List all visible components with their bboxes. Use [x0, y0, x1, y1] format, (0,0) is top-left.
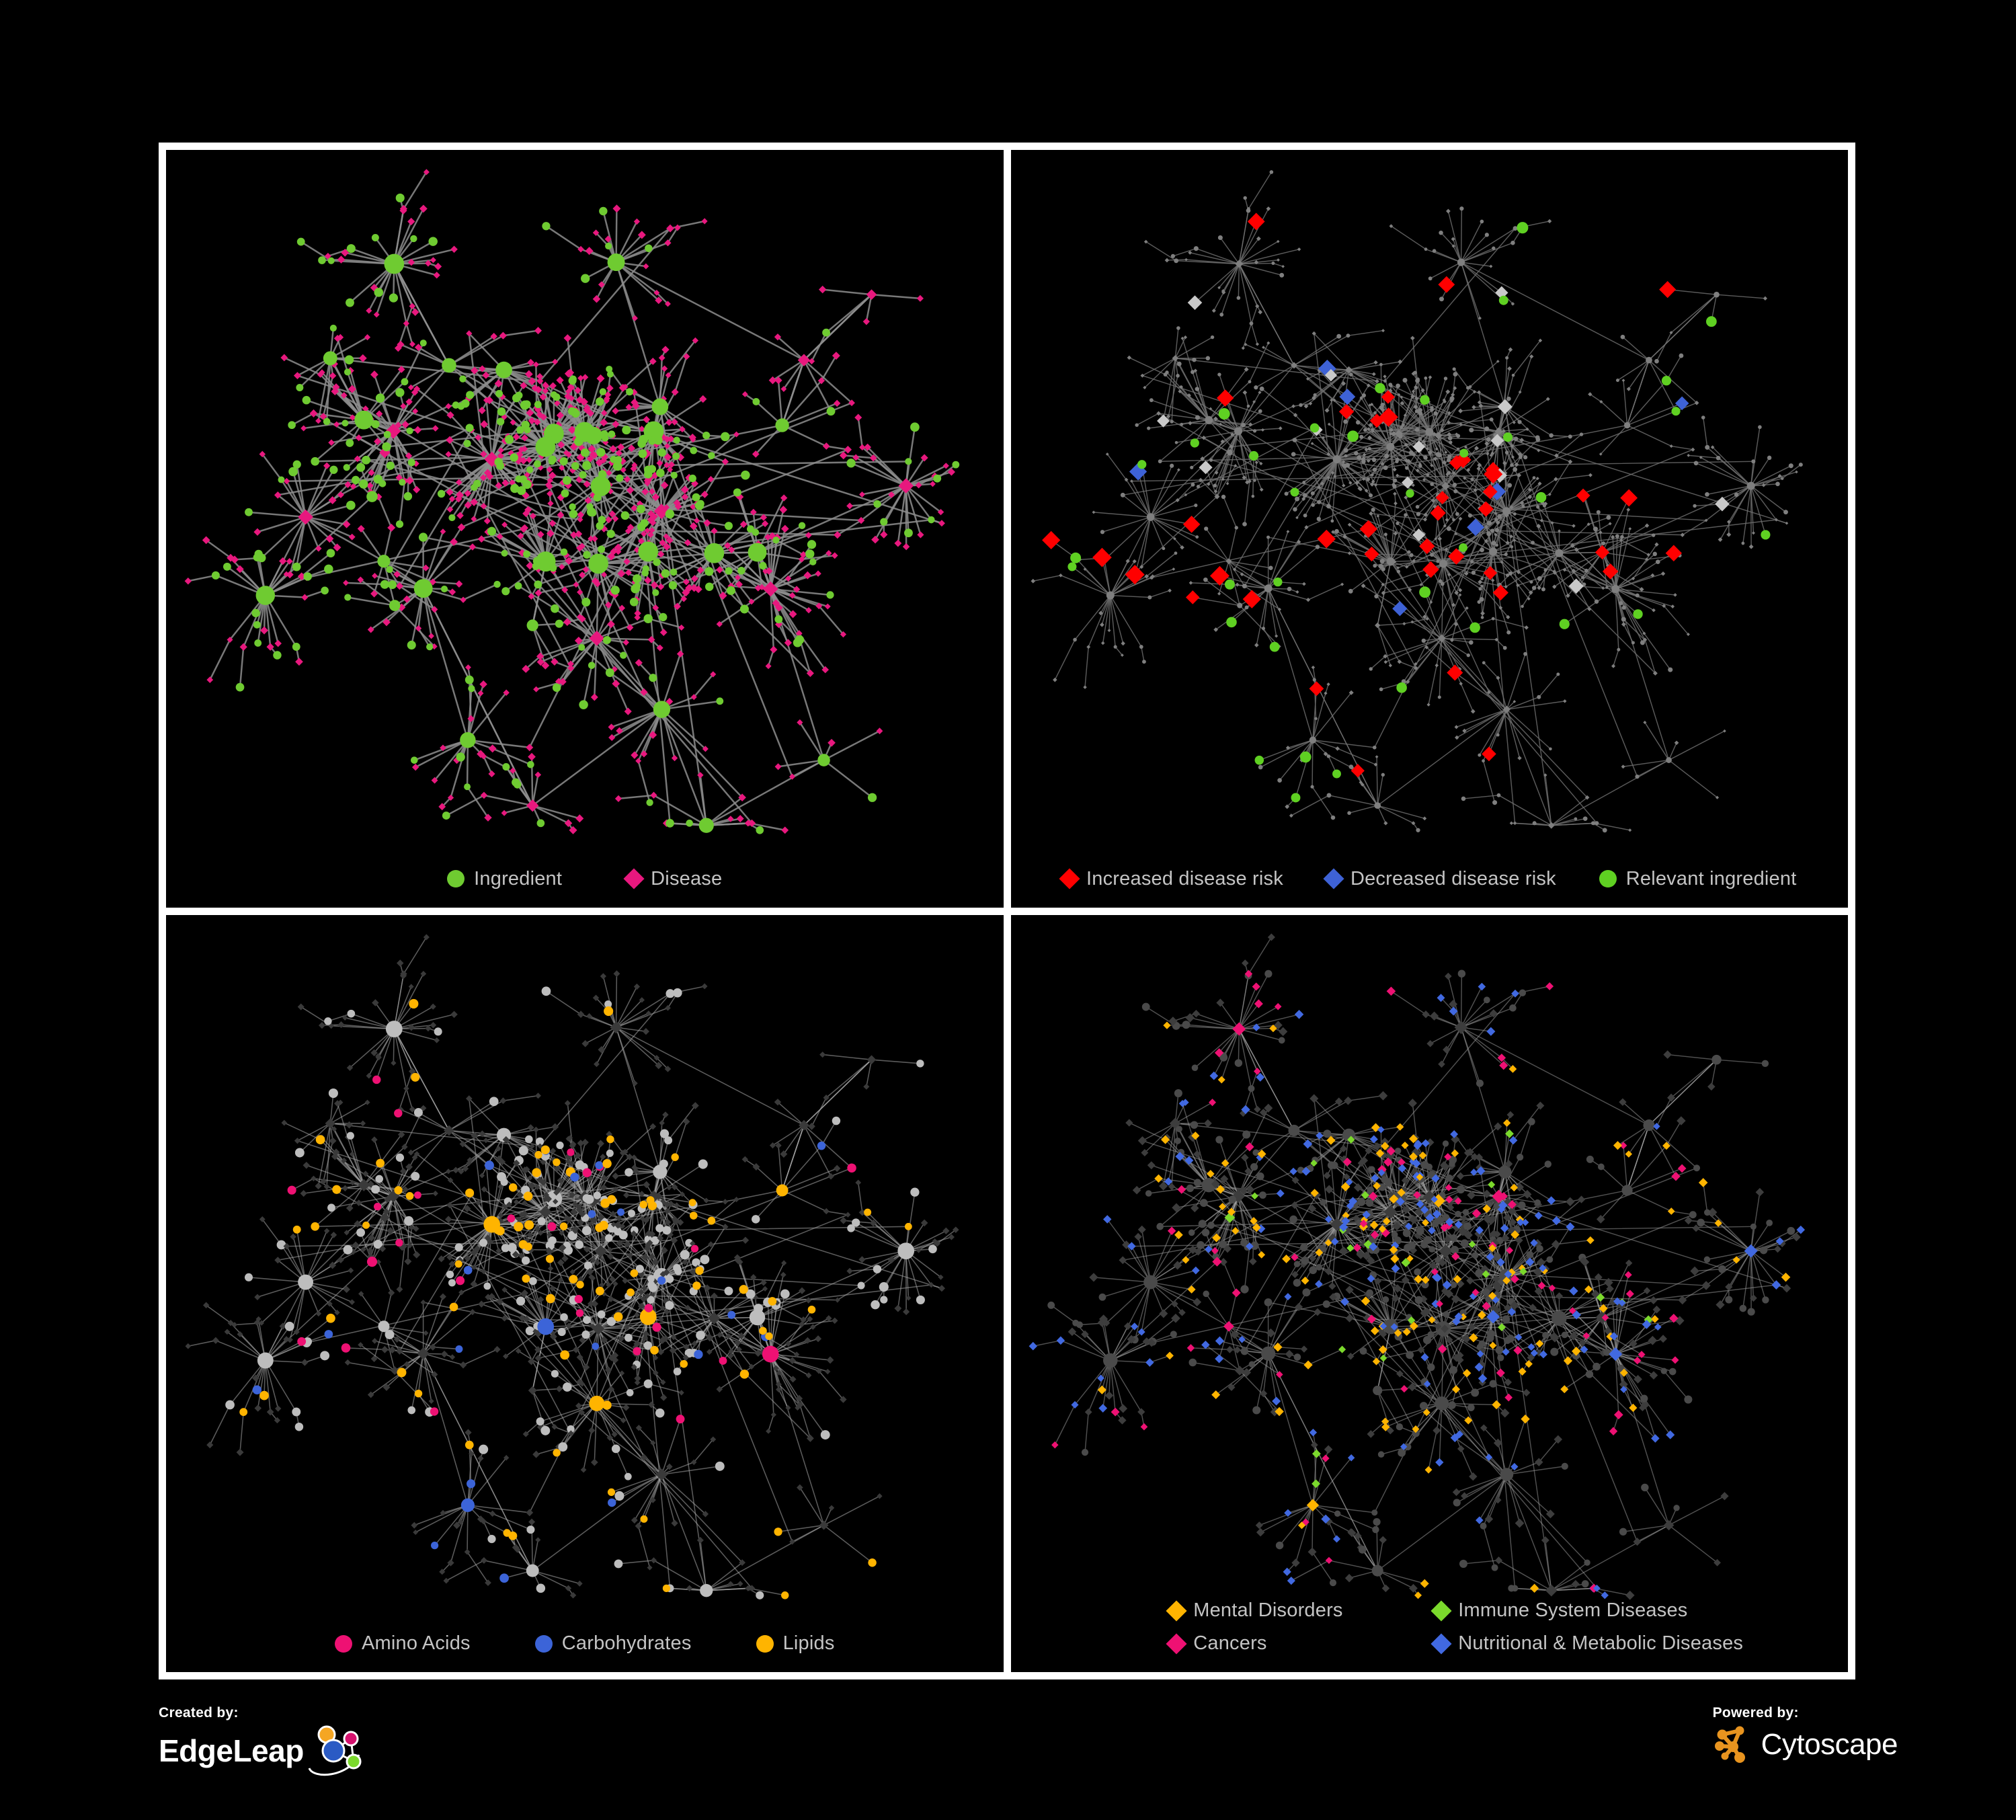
edgeleap-stack: Created by: EdgeLeap	[159, 1705, 371, 1778]
legend-row: Cancers Nutritional & Metabolic Diseases	[1166, 1632, 1743, 1655]
edges-layer	[1032, 171, 1802, 831]
legend-item-cancers[interactable]: Cancers	[1166, 1632, 1424, 1655]
circle-icon	[447, 870, 465, 887]
legend-item-increased-disease-risk[interactable]: Increased disease risk	[1059, 867, 1283, 890]
legend-panel-4: Mental Disorders Immune System Diseases …	[1011, 1599, 1849, 1655]
legend-label: Disease	[651, 867, 723, 889]
cytoscape-brand[interactable]: Powered by:	[1713, 1705, 1898, 1766]
legend-item-immune-system-diseases[interactable]: Immune System Diseases	[1430, 1599, 1689, 1622]
diamond-icon	[623, 868, 645, 889]
legend-rows-3: Amino Acids Carbohydrates Lipids	[334, 1632, 835, 1655]
network-graph-2	[1030, 170, 1803, 833]
legend-item-amino-acids[interactable]: Amino Acids	[334, 1632, 471, 1655]
legend-row: Increased disease risk Decreased disease…	[1059, 867, 1797, 890]
circle-icon	[756, 1634, 774, 1653]
panel-disease-risk[interactable]: Increased disease risk Decreased disease…	[1010, 150, 1849, 908]
network-nodes-icon	[308, 1725, 362, 1776]
legend-rows-2: Increased disease risk Decreased disease…	[1059, 867, 1797, 890]
legend-item-disease[interactable]: Disease	[623, 867, 723, 890]
circle-icon	[334, 1634, 352, 1653]
legend-panel-1: Ingredient Disease	[166, 868, 1004, 890]
legend-item-ingredient[interactable]: Ingredient	[447, 868, 562, 890]
panel-grid: Ingredient Disease	[159, 143, 1855, 1679]
legend-label: Lipids	[782, 1632, 835, 1654]
legend-rows-4: Mental Disorders Immune System Diseases …	[1166, 1599, 1743, 1655]
network-graph-4	[1029, 933, 1805, 1600]
legend-label: Amino Acids	[361, 1632, 471, 1654]
network-canvas-4[interactable]	[1011, 915, 1849, 1673]
nodes-background-layer	[1030, 170, 1803, 833]
circle-icon	[1599, 870, 1617, 887]
diamond-icon	[1323, 868, 1344, 889]
edgeleap-brand[interactable]: Created by: EdgeLeap	[159, 1705, 371, 1778]
legend-rows-1: Ingredient Disease	[447, 868, 722, 890]
diamond-icon	[1059, 868, 1080, 889]
legend-item-lipids[interactable]: Lipids	[756, 1632, 835, 1655]
nodes-background-layer	[1047, 933, 1801, 1600]
cytoscape-logo[interactable]: Cytoscape	[1713, 1724, 1898, 1766]
diamond-icon	[1430, 1599, 1452, 1622]
diamond-icon	[1166, 1632, 1187, 1655]
legend-row: Amino Acids Carbohydrates Lipids	[334, 1632, 835, 1655]
edgeleap-logo[interactable]: EdgeLeap	[159, 1724, 371, 1778]
edges-layer	[187, 171, 957, 832]
network-canvas-1[interactable]	[166, 150, 1004, 908]
legend-label: Relevant ingredient	[1625, 867, 1797, 889]
legend-label: Mental Disorders	[1193, 1599, 1343, 1621]
legend-row: Ingredient Disease	[447, 868, 722, 890]
network-graph-3	[185, 933, 959, 1599]
legend-row: Mental Disorders Immune System Diseases	[1166, 1599, 1689, 1622]
nodes-highlight-layer	[239, 998, 912, 1599]
legend-label: Decreased disease risk	[1350, 867, 1556, 889]
legend-label: Immune System Diseases	[1458, 1599, 1688, 1621]
legend-label: Carbohydrates	[561, 1632, 692, 1654]
legend-label: Cancers	[1193, 1632, 1267, 1654]
network-canvas-3[interactable]	[166, 915, 1004, 1673]
legend-label: Nutritional & Metabolic Diseases	[1458, 1632, 1744, 1654]
created-by-label: Created by:	[159, 1705, 239, 1720]
legend-item-relevant-ingredient[interactable]: Relevant ingredient	[1599, 868, 1797, 890]
cytoscape-network-icon	[1714, 1726, 1745, 1763]
panel-ingredient-disease[interactable]: Ingredient Disease	[166, 150, 1004, 908]
nodes-highlight-layer	[211, 193, 960, 834]
panel-disease-classes[interactable]: Mental Disorders Immune System Diseases …	[1010, 914, 1849, 1673]
legend-label: Ingredient	[474, 867, 563, 889]
legend-label: Increased disease risk	[1086, 867, 1283, 889]
legend-item-carbohydrates[interactable]: Carbohydrates	[534, 1632, 692, 1655]
legend-item-nutritional-metabolic-diseases[interactable]: Nutritional & Metabolic Diseases	[1430, 1632, 1743, 1655]
panel-nutrient-classes[interactable]: Amino Acids Carbohydrates Lipids	[166, 914, 1004, 1673]
circle-icon	[534, 1634, 553, 1653]
edges-layer	[1032, 936, 1802, 1595]
diamond-icon	[1166, 1599, 1187, 1622]
cytoscape-stack: Powered by:	[1713, 1705, 1898, 1766]
legend-panel-2: Increased disease risk Decreased disease…	[1011, 868, 1849, 890]
legend-panel-3: Amino Acids Carbohydrates Lipids	[166, 1632, 1004, 1655]
powered-by-label: Powered by:	[1712, 1705, 1799, 1720]
edges-layer	[188, 936, 957, 1596]
legend-item-mental-disorders[interactable]: Mental Disorders	[1166, 1599, 1424, 1622]
network-graph-1	[184, 169, 960, 834]
diamond-icon	[1430, 1632, 1452, 1655]
cytoscape-wordmark: Cytoscape	[1761, 1728, 1898, 1761]
legend-item-decreased-disease-risk[interactable]: Decreased disease risk	[1323, 867, 1556, 890]
edgeleap-wordmark: EdgeLeap	[159, 1733, 304, 1768]
network-canvas-2[interactable]	[1011, 150, 1849, 908]
